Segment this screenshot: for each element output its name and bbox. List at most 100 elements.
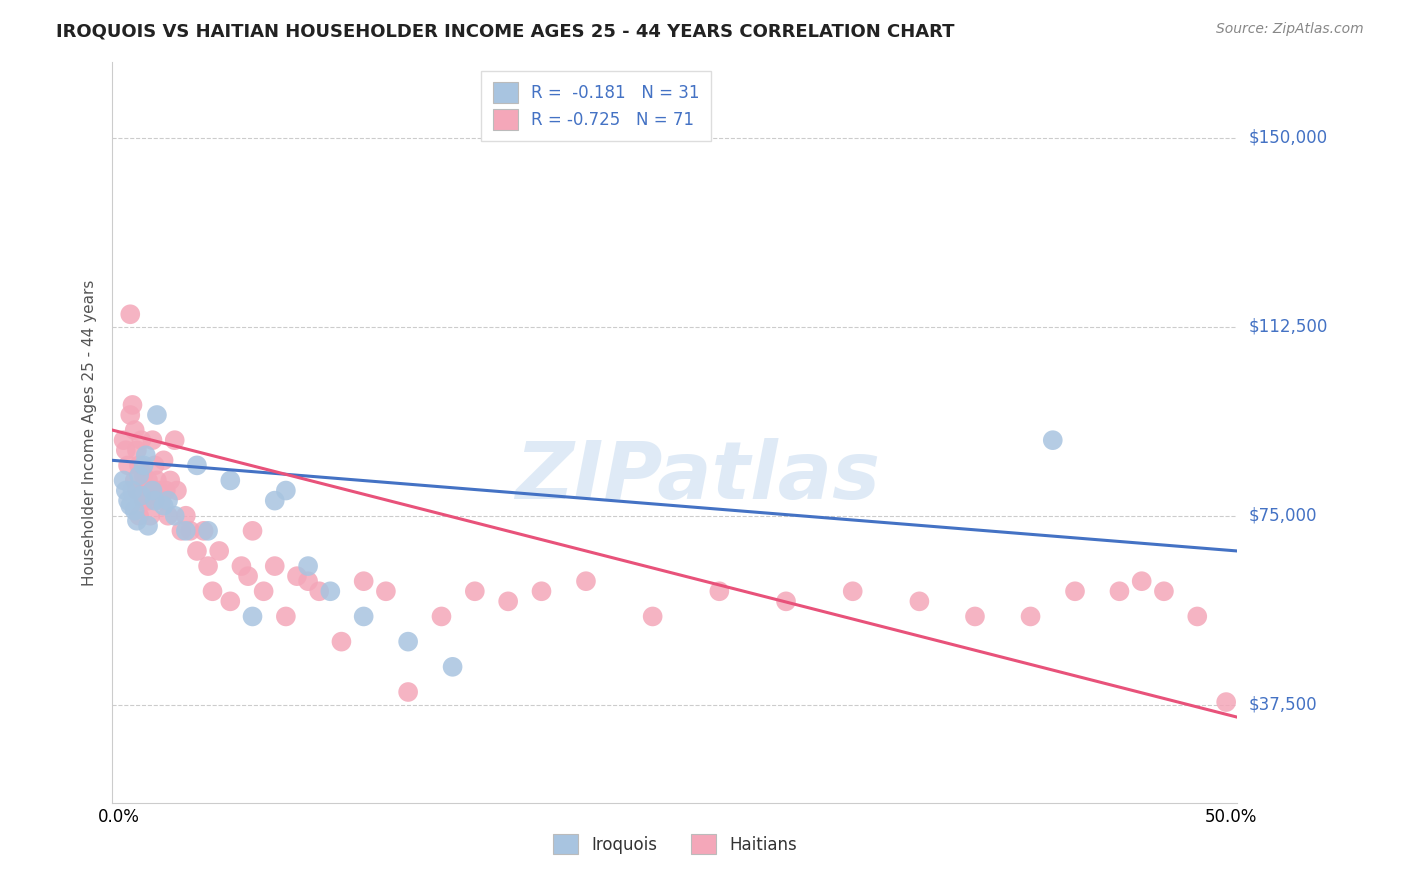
Point bbox=[297, 559, 319, 574]
Point bbox=[124, 423, 146, 437]
Point bbox=[141, 433, 163, 447]
Point bbox=[125, 443, 148, 458]
Point bbox=[170, 524, 193, 538]
Point bbox=[709, 584, 731, 599]
Point bbox=[374, 584, 396, 599]
Point bbox=[143, 458, 166, 473]
Text: ZIPatlas: ZIPatlas bbox=[515, 438, 880, 516]
Point bbox=[117, 493, 139, 508]
Point bbox=[841, 584, 863, 599]
Point bbox=[396, 685, 419, 699]
Point bbox=[330, 634, 353, 648]
Point bbox=[128, 458, 150, 473]
Point bbox=[1215, 695, 1237, 709]
Point bbox=[155, 483, 177, 498]
Text: IROQUOIS VS HAITIAN HOUSEHOLDER INCOME AGES 25 - 44 YEARS CORRELATION CHART: IROQUOIS VS HAITIAN HOUSEHOLDER INCOME A… bbox=[56, 22, 955, 40]
Point bbox=[319, 584, 342, 599]
Point bbox=[530, 584, 553, 599]
Point bbox=[1130, 574, 1153, 589]
Point bbox=[135, 448, 157, 462]
Text: $150,000: $150,000 bbox=[1249, 129, 1327, 147]
Text: $112,500: $112,500 bbox=[1249, 318, 1327, 336]
Point bbox=[131, 483, 153, 498]
Point bbox=[274, 609, 297, 624]
Point bbox=[125, 483, 148, 498]
Point bbox=[430, 609, 453, 624]
Text: Source: ZipAtlas.com: Source: ZipAtlas.com bbox=[1216, 22, 1364, 37]
Point bbox=[136, 493, 159, 508]
Point bbox=[464, 584, 486, 599]
Point bbox=[285, 569, 308, 583]
Point bbox=[121, 398, 143, 412]
Point bbox=[120, 408, 142, 422]
Point bbox=[197, 559, 219, 574]
Point bbox=[143, 493, 166, 508]
Point bbox=[641, 609, 664, 624]
Point bbox=[125, 514, 148, 528]
Point bbox=[112, 433, 135, 447]
Point bbox=[353, 609, 375, 624]
Point bbox=[263, 559, 285, 574]
Point bbox=[775, 594, 797, 608]
Point bbox=[441, 660, 464, 674]
Point bbox=[1019, 609, 1042, 624]
Point bbox=[496, 594, 519, 608]
Point bbox=[150, 493, 173, 508]
Point bbox=[124, 474, 146, 488]
Point bbox=[117, 458, 139, 473]
Point bbox=[297, 574, 319, 589]
Point bbox=[159, 474, 181, 488]
Point bbox=[152, 499, 174, 513]
Point bbox=[120, 499, 142, 513]
Point bbox=[236, 569, 259, 583]
Point bbox=[139, 508, 162, 523]
Point bbox=[131, 433, 153, 447]
Point bbox=[146, 474, 169, 488]
Point bbox=[263, 493, 285, 508]
Point bbox=[163, 433, 186, 447]
Point bbox=[146, 408, 169, 422]
Point bbox=[148, 483, 170, 498]
Point bbox=[132, 458, 155, 473]
Point bbox=[193, 524, 215, 538]
Point bbox=[253, 584, 276, 599]
Point bbox=[396, 634, 419, 648]
Point bbox=[163, 508, 186, 523]
Point bbox=[201, 584, 224, 599]
Point bbox=[166, 483, 188, 498]
Point bbox=[242, 524, 264, 538]
Point bbox=[120, 307, 142, 321]
Point bbox=[908, 594, 931, 608]
Point bbox=[186, 458, 208, 473]
Point bbox=[186, 544, 208, 558]
Point bbox=[114, 443, 136, 458]
Point bbox=[141, 483, 163, 498]
Point bbox=[136, 518, 159, 533]
Y-axis label: Householder Income Ages 25 - 44 years: Householder Income Ages 25 - 44 years bbox=[82, 279, 97, 586]
Point bbox=[219, 474, 242, 488]
Point bbox=[1064, 584, 1087, 599]
Point bbox=[963, 609, 986, 624]
Point bbox=[353, 574, 375, 589]
Point bbox=[157, 508, 180, 523]
Point bbox=[135, 483, 157, 498]
Point bbox=[132, 468, 155, 483]
Point bbox=[124, 504, 146, 518]
Point bbox=[131, 489, 153, 503]
Point bbox=[136, 474, 159, 488]
Point bbox=[179, 524, 201, 538]
Point bbox=[1108, 584, 1130, 599]
Point bbox=[197, 524, 219, 538]
Point bbox=[1187, 609, 1209, 624]
Point bbox=[128, 468, 150, 483]
Point bbox=[157, 493, 180, 508]
Point bbox=[112, 474, 135, 488]
Point bbox=[152, 453, 174, 467]
Point bbox=[308, 584, 330, 599]
Text: $37,500: $37,500 bbox=[1249, 696, 1317, 714]
Point bbox=[132, 493, 155, 508]
Text: $75,000: $75,000 bbox=[1249, 507, 1317, 524]
Point bbox=[219, 594, 242, 608]
Point bbox=[242, 609, 264, 624]
Point bbox=[208, 544, 231, 558]
